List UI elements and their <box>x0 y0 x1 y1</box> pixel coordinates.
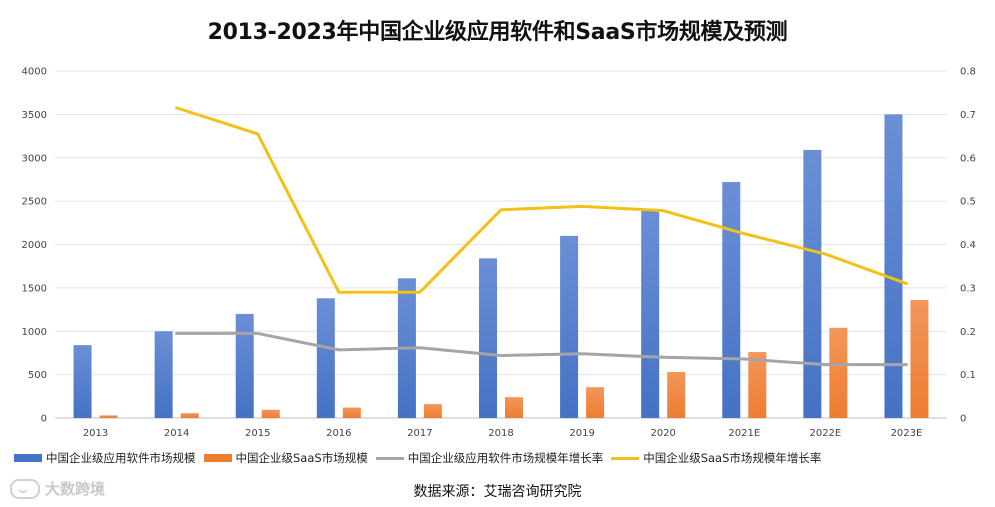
y-right-tick-label: 0 <box>960 414 966 425</box>
bar-app-market <box>722 182 741 418</box>
legend-swatch-app-growth <box>375 456 404 460</box>
y-left-tick-label: 1500 <box>22 283 47 294</box>
chart-canvas: 0 500 1000 1500 2000 2500 3000 3500 4000 0 0.1 0.2 0… <box>22 67 976 440</box>
bar-saas-market <box>586 387 605 418</box>
y-right-tick-label: 0.5 <box>960 197 976 208</box>
data-source: 数据来源：艾瑞咨询研究院 <box>413 484 582 500</box>
bar-saas-market <box>910 300 929 418</box>
y-right-tick-label: 0.8 <box>960 67 976 78</box>
x-tick-label: 2022E <box>809 428 841 439</box>
watermark: 大数跨境 <box>10 478 105 499</box>
y-left-tick-label: 2000 <box>22 240 47 251</box>
bar-app-market <box>641 209 660 418</box>
y-left-tick-label: 2500 <box>22 197 47 208</box>
watermark-text: 大数跨境 <box>45 480 106 498</box>
bar-saas-market <box>667 372 686 418</box>
x-tick-label: 2020 <box>650 428 675 439</box>
x-tick-label: 2021E <box>728 428 760 439</box>
x-tick-label: 2018 <box>488 428 513 439</box>
x-tick-label: 2015 <box>245 428 270 439</box>
chart-title: 2013-2023年中国企业级应用软件和SaaS市场规模及预测 <box>207 20 788 45</box>
x-tick-label: 2016 <box>326 428 351 439</box>
y-left-tick-label: 0 <box>41 414 47 425</box>
y-left-tick-label: 3500 <box>22 110 47 121</box>
bar-app-market <box>479 258 497 418</box>
y-left-tick-label: 4000 <box>22 67 47 78</box>
legend-item-app-market: 中国企业级应用软件市场规模 <box>14 450 196 466</box>
bar-saas-market <box>261 409 280 418</box>
x-tick-label: 2023E <box>891 428 923 439</box>
bar-app-market <box>560 235 579 418</box>
y-right-tick-label: 0.3 <box>960 283 976 294</box>
bar-saas-market <box>180 413 199 418</box>
bar-app-market <box>884 114 903 418</box>
x-tick-label: 2017 <box>407 428 432 439</box>
legend-item-saas-growth: 中国企业级SaaS市场规模年增长率 <box>611 450 821 466</box>
bar-app-market <box>803 149 822 418</box>
legend-label-app-market: 中国企业级应用软件市场规模 <box>46 451 196 465</box>
bar-saas-market <box>748 352 767 418</box>
bar-app-market <box>316 298 335 418</box>
bar-app-market <box>235 313 254 418</box>
chart-legend: 中国企业级应用软件市场规模 中国企业级SaaS市场规模 中国企业级应用软件市场规… <box>14 450 829 466</box>
y-right-tick-label: 0.7 <box>960 110 976 121</box>
y-left-tick-label: 1000 <box>22 327 47 338</box>
legend-label-saas-market: 中国企业级SaaS市场规模 <box>235 451 368 465</box>
y-right-tick-label: 0.6 <box>960 153 976 164</box>
legend-swatch-saas-growth <box>611 456 640 460</box>
y-right-tick-label: 0.2 <box>960 327 976 338</box>
y-right-tick-label: 0.4 <box>960 240 976 251</box>
bar-app-market <box>73 345 92 418</box>
legend-swatch-app-market <box>14 454 42 462</box>
bar-saas-market <box>99 415 118 418</box>
line-saas-growth <box>175 106 908 294</box>
y-left-tick-label: 500 <box>28 370 47 381</box>
watermark-logo-icon <box>10 478 40 499</box>
bar-app-market <box>154 331 173 418</box>
bar-saas-market <box>829 327 848 418</box>
legend-item-app-growth: 中国企业级应用软件市场规模年增长率 <box>375 450 604 466</box>
x-tick-label: 2014 <box>164 428 189 439</box>
legend-item-saas-market: 中国企业级SaaS市场规模 <box>203 450 368 466</box>
legend-swatch-saas-market <box>203 454 232 462</box>
legend-label-saas-growth: 中国企业级SaaS市场规模年增长率 <box>643 451 822 465</box>
bar-saas-market <box>505 397 523 418</box>
y-left-tick-label: 3000 <box>22 153 47 164</box>
x-tick-label: 2019 <box>569 428 594 439</box>
bar-saas-market <box>423 404 442 418</box>
legend-label-app-growth: 中国企业级应用软件市场规模年增长率 <box>407 451 604 465</box>
bar-saas-market <box>342 407 361 418</box>
line-app-growth <box>175 331 908 367</box>
y-right-tick-label: 0.1 <box>960 370 976 381</box>
x-tick-label: 2013 <box>83 428 108 439</box>
